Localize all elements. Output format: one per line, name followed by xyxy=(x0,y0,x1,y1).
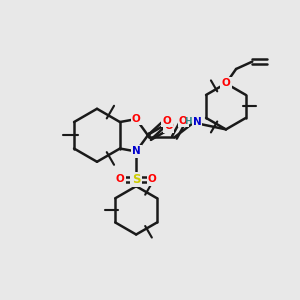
Text: N: N xyxy=(132,146,140,157)
Text: O: O xyxy=(132,114,140,124)
Text: O: O xyxy=(148,174,157,184)
Text: O: O xyxy=(222,79,230,88)
Text: H: H xyxy=(184,117,192,126)
Text: O: O xyxy=(163,116,171,126)
Text: O: O xyxy=(116,174,124,184)
Text: O: O xyxy=(179,116,188,126)
Text: S: S xyxy=(132,173,140,186)
Text: N: N xyxy=(193,117,202,127)
Text: O: O xyxy=(164,121,173,131)
